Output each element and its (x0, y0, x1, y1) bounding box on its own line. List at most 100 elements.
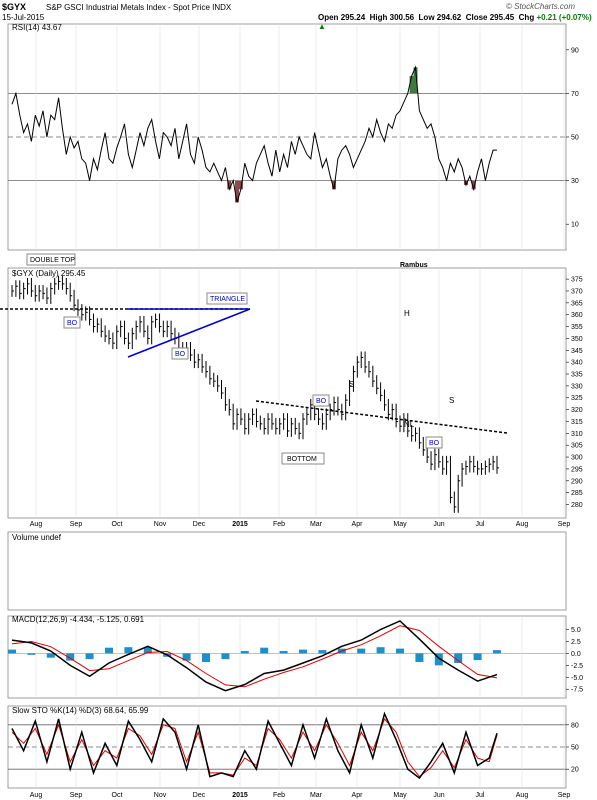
price-legend: $GYX (Daily) 295.45 (12, 269, 86, 278)
macd-histogram-bar (260, 647, 269, 654)
month-label-upper: Sep (70, 521, 83, 528)
month-label-lower: Nov (154, 792, 167, 799)
panel-frames (7, 23, 567, 789)
month-label-lower: Jun (433, 792, 444, 799)
rsi-fill (409, 75, 414, 94)
macd-histogram-bar (27, 653, 36, 655)
price-panel (11, 275, 499, 513)
price-axis-tick-label: 300 (571, 455, 583, 462)
month-label-upper: Jun (433, 521, 444, 528)
breakout-label-3: BO (316, 398, 327, 405)
month-label-upper: Nov (154, 521, 167, 528)
month-label-lower: Apr (352, 792, 364, 799)
macd-histogram-bar (182, 653, 191, 661)
price-axis-tick-label: 335 (571, 372, 583, 379)
chart-header: $GYX S&P GSCI Industrial Metals Index - … (0, 0, 597, 31)
month-label-lower: Sep (558, 792, 571, 799)
bottom-neckline (255, 400, 508, 434)
price-axis-tick-label: 280 (571, 502, 583, 509)
y-axes: 10 30 50 70 90 280 285 290 295 300 305 310 315 320 325… (566, 47, 583, 774)
macd-histogram-bar (376, 647, 385, 654)
panel-frame-2 (7, 531, 567, 611)
macd-histogram-bar (66, 653, 75, 661)
month-label-upper: Sep (558, 521, 571, 528)
price-axis-tick-label: 365 (571, 300, 583, 307)
macd-histogram-bar (240, 651, 249, 654)
right-shoulder-label: S (449, 396, 454, 405)
price-axis-tick-label: 330 (571, 383, 583, 390)
volume-legend: Volume undef (12, 533, 62, 542)
breakout-box-4 (425, 436, 443, 449)
month-label-upper: Dec (193, 521, 206, 528)
gridlines (8, 24, 566, 788)
bottom-label: BOTTOM (287, 456, 317, 463)
triangle-label-box (206, 292, 248, 305)
macd-panel (8, 620, 501, 692)
price-axis-tick-label: 320 (571, 407, 583, 414)
triangle-label: TRIANGLE (210, 296, 245, 303)
month-axis-upper: Aug Sep Oct Nov Dec 2015 Feb Mar Apr May Jun Jul Aug… (30, 521, 571, 528)
month-label-upper: 2015 (232, 521, 248, 528)
breakout-box-3 (312, 394, 330, 407)
macd-line (11, 620, 498, 692)
month-label-lower: Oct (112, 792, 123, 799)
chart-date: 15-Jul-2015 (2, 13, 45, 22)
month-label-lower: Sep (70, 792, 83, 799)
macd-axis-tick-label: 2.5 (571, 639, 581, 646)
macd-histogram-bar (493, 650, 501, 654)
price-axis-tick-label: 355 (571, 324, 583, 331)
rsi-axis-tick-label: 30 (571, 178, 579, 185)
macd-axis-tick-label: 5.0 (571, 627, 581, 634)
rsi-line (11, 65, 497, 203)
macd-axis-tick-label: -7.5 (571, 687, 583, 694)
macd-histogram-bar (454, 653, 463, 663)
rsi-fill (227, 180, 232, 190)
macd-histogram-bar (434, 653, 443, 666)
price-axis-tick-label: 285 (571, 490, 583, 497)
month-label-lower: Aug (30, 792, 43, 799)
macd-axis-tick-label: -5.0 (571, 675, 583, 682)
rsi-axis-tick-label: 50 (571, 135, 579, 142)
index-name: S&P GSCI Industrial Metals Index - Spot … (46, 3, 232, 12)
brand-label: © StockCharts.com (506, 2, 576, 11)
rsi-fill (238, 180, 243, 190)
month-label-lower: Jul (476, 792, 485, 799)
triangle-lower-trendline (127, 308, 251, 358)
bottom-label-box (281, 452, 325, 465)
rsi-fill (235, 180, 240, 203)
month-label-upper: Mar (310, 521, 323, 528)
month-label-lower: May (393, 792, 407, 799)
breakout-label-1: BO (67, 320, 78, 327)
price-axis-tick-label: 375 (571, 277, 583, 284)
macd-histogram-bar (105, 647, 113, 654)
month-label-lower: Dec (193, 792, 206, 799)
macd-histogram-bar (85, 653, 94, 660)
sto-panel (11, 711, 498, 780)
annotations: DOUBLE TOP TRIANGLE BOTTOM Rambus H S S … (0, 253, 508, 465)
price-axis-tick-label: 345 (571, 348, 583, 355)
rsi-fill (471, 180, 476, 190)
rsi-legend: RSI(14) 43.67 (12, 23, 62, 32)
left-shoulder-label: S (349, 380, 354, 389)
sto-axis-tick-label: 50 (571, 745, 579, 752)
head-label: H (404, 309, 410, 318)
month-label-upper: Feb (273, 521, 285, 528)
price-axis-tick-label: 325 (571, 395, 583, 402)
month-label-lower: Aug (516, 792, 529, 799)
macd-histogram-bar (46, 653, 55, 658)
price-axis-tick-label: 315 (571, 419, 583, 426)
neckline-label: NL (404, 420, 415, 429)
rsi-fill (413, 67, 418, 94)
macd-histogram-bar (279, 651, 288, 654)
month-label-upper: Apr (352, 521, 364, 528)
price-axis-tick-label: 310 (571, 431, 583, 438)
macd-histogram-bar (415, 653, 424, 663)
breakout-label-4: BO (429, 440, 440, 447)
sto-k-line (11, 711, 498, 780)
macd-axis-tick-label: 0.0 (571, 651, 581, 658)
sto-d-line (11, 717, 498, 778)
sto-legend: Slow STO %K(14) %D(3) 68.64, 65.99 (12, 706, 149, 715)
macd-histogram-bar (357, 648, 366, 654)
price-axis-tick-label: 360 (571, 312, 583, 319)
